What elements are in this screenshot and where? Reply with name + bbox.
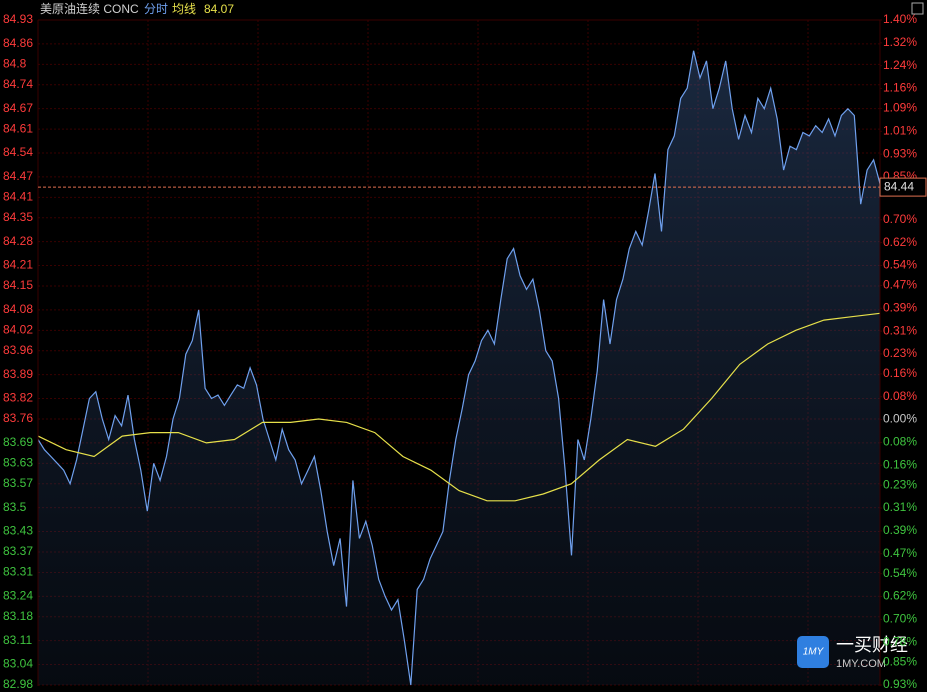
watermark-url: 1MY.COM [836, 658, 886, 670]
y2-tick-label: 0.31% [883, 323, 917, 337]
y2-tick-label: 1.32% [883, 35, 917, 49]
average-line [37, 312, 881, 502]
y-tick-label: 83.04 [3, 657, 33, 671]
price-area [38, 50, 880, 685]
y-tick-label: 84.93 [3, 12, 33, 26]
avg-label: 均线 [172, 2, 196, 16]
y-tick-label: 84.21 [3, 258, 33, 272]
y-tick-label: 84.35 [3, 210, 33, 224]
y2-tick-label: 1.40% [883, 12, 917, 26]
y-tick-label: 84.41 [3, 190, 33, 204]
last-price-label: 84.44 [884, 179, 914, 193]
watermark-brand: 一买财经 [836, 635, 908, 655]
y-tick-label: 82.98 [3, 677, 33, 691]
y-tick-label: 84.47 [3, 169, 33, 183]
y-tick-label: 83.89 [3, 367, 33, 381]
y2-tick-label: 0.23% [883, 346, 917, 360]
y-tick-label: 83.11 [3, 633, 32, 647]
watermark: 1MY 一买财经 1MY.COM [797, 635, 908, 670]
y2-tick-label: 1.24% [883, 58, 917, 72]
y2-tick-label: 0.08% [883, 389, 917, 403]
y-tick-label: 84.8 [3, 57, 27, 71]
y2-tick-label: 0.47% [883, 278, 917, 292]
y2-tick-label: 0.54% [883, 566, 917, 580]
y2-tick-label: 0.00% [883, 412, 917, 426]
price-line [37, 50, 881, 686]
y-tick-label: 84.61 [3, 121, 33, 135]
y-tick-label: 83.76 [3, 411, 33, 425]
y2-tick-label: 0.93% [883, 677, 917, 691]
exit-icon[interactable] [911, 2, 924, 15]
y-tick-label: 83.96 [3, 343, 33, 357]
y2-tick-label: 0.16% [883, 366, 917, 380]
y-tick-label: 83.69 [3, 435, 33, 449]
y2-tick-label: 0.31% [883, 500, 917, 514]
y-tick-label: 84.86 [3, 36, 33, 50]
y-tick-label: 83.57 [3, 476, 33, 490]
y2-tick-label: 0.85% [883, 654, 917, 668]
y2-tick-label: 0.62% [883, 589, 917, 603]
y2-tick-label: 0.54% [883, 258, 917, 272]
logo-mark: 1MY [803, 647, 825, 658]
avg-value: 84.07 [204, 2, 234, 16]
y2-tick-label: 0.93% [883, 146, 917, 160]
y-tick-label: 83.31 [3, 565, 33, 579]
y2-tick-label: 0.39% [883, 300, 917, 314]
y-tick-label: 84.54 [3, 145, 33, 159]
y-tick-label: 83.43 [3, 524, 33, 538]
y-tick-label: 83.5 [3, 500, 27, 514]
y2-tick-label: 0.78% [883, 634, 917, 648]
y-tick-label: 84.02 [3, 323, 33, 337]
y-tick-label: 84.74 [3, 77, 33, 91]
y-tick-label: 84.67 [3, 101, 33, 115]
y-tick-label: 83.24 [3, 589, 33, 603]
y-tick-label: 83.18 [3, 609, 33, 623]
y-tick-label: 84.08 [3, 302, 33, 316]
y-tick-label: 84.28 [3, 234, 33, 248]
y2-tick-label: 1.09% [883, 101, 917, 115]
plot [37, 50, 881, 686]
y-tick-label: 83.37 [3, 544, 33, 558]
chart-title: 美原油连续 CONC [40, 1, 139, 16]
y-tick-label: 83.82 [3, 391, 33, 405]
watermark-logo [797, 636, 829, 668]
mode-label: 分时 [144, 2, 168, 16]
y2-tick-label: 0.70% [883, 612, 917, 626]
y2-tick-label: 0.62% [883, 235, 917, 249]
y2-tick-label: 0.47% [883, 546, 917, 560]
last-price-box [879, 177, 927, 197]
y2-tick-label: 0.39% [883, 523, 917, 537]
y-tick-label: 84.15 [3, 278, 33, 292]
y2-tick-label: 0.23% [883, 477, 917, 491]
y-tick-label: 83.63 [3, 456, 33, 470]
y2-tick-label: 1.01% [883, 123, 917, 137]
y2-tick-label: 0.08% [883, 435, 917, 449]
y2-tick-label: 1.16% [883, 81, 917, 95]
y2-tick-label: 0.70% [883, 212, 917, 226]
y2-tick-label: 0.16% [883, 457, 917, 471]
